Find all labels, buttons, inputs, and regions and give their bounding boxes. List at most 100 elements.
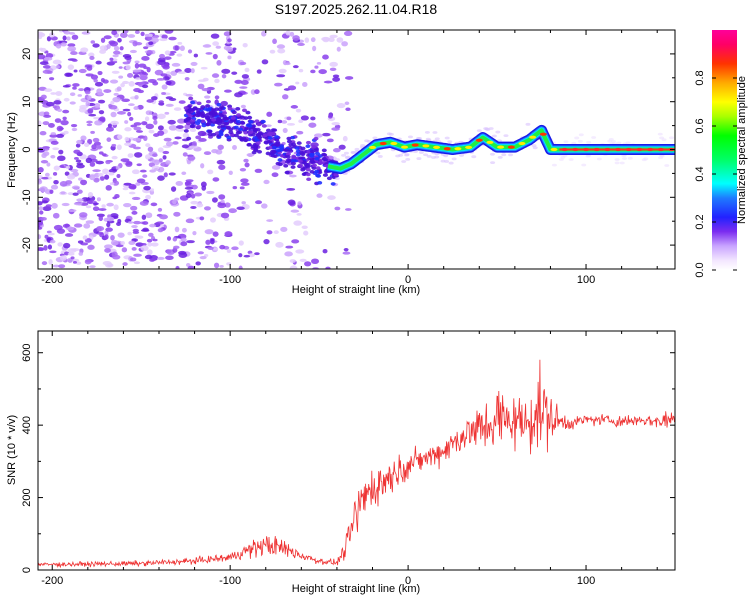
ridge-core — [411, 143, 419, 147]
noise-blob — [78, 68, 87, 74]
noise-blob — [38, 201, 43, 206]
noise-blob — [201, 87, 211, 92]
noise-blob — [297, 201, 302, 206]
noise-blob — [60, 191, 66, 195]
noise-blob — [181, 144, 190, 149]
noise-blob — [106, 222, 111, 228]
band-blob — [300, 146, 306, 151]
band-blob — [274, 135, 280, 139]
noise-blob — [133, 146, 141, 150]
band-blob — [261, 124, 267, 128]
noise-blob — [293, 220, 303, 226]
noise-blob — [169, 50, 177, 54]
noise-blob — [185, 193, 192, 199]
noise-blob — [84, 64, 93, 68]
noise-blob — [132, 231, 140, 234]
noise-blob — [59, 181, 68, 187]
band-blob — [209, 123, 215, 127]
band-blob — [269, 151, 275, 156]
noise-blob — [131, 169, 140, 175]
band-blob — [183, 118, 189, 122]
noise-blob — [135, 130, 144, 133]
noise-blob — [39, 130, 47, 136]
noise-blob — [141, 121, 148, 126]
halo-blob — [423, 153, 429, 157]
ridge-core — [475, 138, 483, 142]
noise-blob — [193, 53, 199, 58]
noise-blob — [184, 186, 194, 190]
noise-blob — [137, 104, 144, 110]
noise-blob — [145, 110, 153, 116]
noise-blob — [174, 197, 180, 201]
x-tick-label: 0 — [405, 575, 411, 587]
ridge-core — [379, 141, 387, 146]
noise-blob — [269, 49, 276, 54]
noise-blob — [225, 46, 234, 52]
noise-blob — [104, 174, 110, 180]
noise-blob — [92, 137, 100, 143]
noise-blob — [265, 124, 272, 128]
noise-blob — [66, 226, 74, 231]
halo-blob — [614, 158, 620, 161]
noise-blob — [143, 185, 151, 191]
noise-blob — [224, 202, 231, 208]
spectrogram-x-ticks: -200 -100 0 100 — [41, 30, 658, 286]
noise-blob — [124, 120, 129, 124]
noise-blob — [72, 261, 77, 264]
noise-blob — [50, 154, 56, 159]
halo-blob — [491, 134, 497, 138]
noise-blob — [311, 258, 320, 265]
halo-blob — [483, 127, 489, 130]
noise-blob — [124, 127, 132, 132]
noise-blob — [224, 231, 233, 237]
noise-blob — [289, 259, 296, 264]
noise-blob — [189, 145, 199, 149]
noise-blob — [44, 234, 49, 239]
noise-blob — [94, 120, 103, 126]
noise-blob — [157, 113, 166, 120]
halo-blob — [404, 153, 410, 157]
noise-blob — [43, 111, 50, 117]
band-blob — [285, 155, 291, 159]
noise-blob — [173, 211, 181, 217]
noise-blob — [118, 66, 123, 69]
noise-blob — [41, 200, 49, 204]
noise-blob — [295, 81, 300, 85]
noise-blob — [287, 199, 296, 206]
noise-blob — [150, 242, 159, 247]
noise-blob — [127, 34, 136, 38]
noise-blob — [122, 108, 131, 112]
halo-blob — [418, 151, 424, 154]
noise-blob — [191, 141, 197, 146]
band-blob — [315, 166, 321, 170]
band-blob — [205, 99, 211, 104]
halo-blob — [407, 135, 413, 139]
noise-blob — [240, 178, 249, 183]
band-blob — [313, 136, 319, 141]
band-blob — [228, 127, 234, 132]
noise-blob — [156, 77, 166, 81]
noise-blob — [150, 202, 158, 207]
noise-blob — [89, 174, 96, 181]
halo-blob — [608, 137, 614, 141]
noise-blob — [274, 82, 283, 87]
noise-blob — [72, 86, 77, 90]
band-blob — [233, 133, 239, 138]
noise-blob — [67, 43, 76, 47]
noise-blob — [49, 250, 57, 254]
noise-blob — [46, 230, 52, 234]
halo-blob — [495, 130, 501, 134]
noise-blob — [341, 41, 348, 47]
noise-blob — [177, 118, 186, 124]
band-blob — [236, 113, 242, 117]
band-blob — [205, 104, 211, 108]
noise-blob — [281, 120, 288, 124]
noise-blob — [91, 144, 97, 150]
noise-blob — [172, 199, 177, 205]
noise-blob — [182, 132, 190, 139]
noise-blob — [106, 216, 115, 222]
noise-blob — [292, 65, 299, 69]
noise-blob — [87, 138, 93, 145]
halo-blob — [659, 136, 665, 140]
noise-blob — [290, 105, 299, 109]
